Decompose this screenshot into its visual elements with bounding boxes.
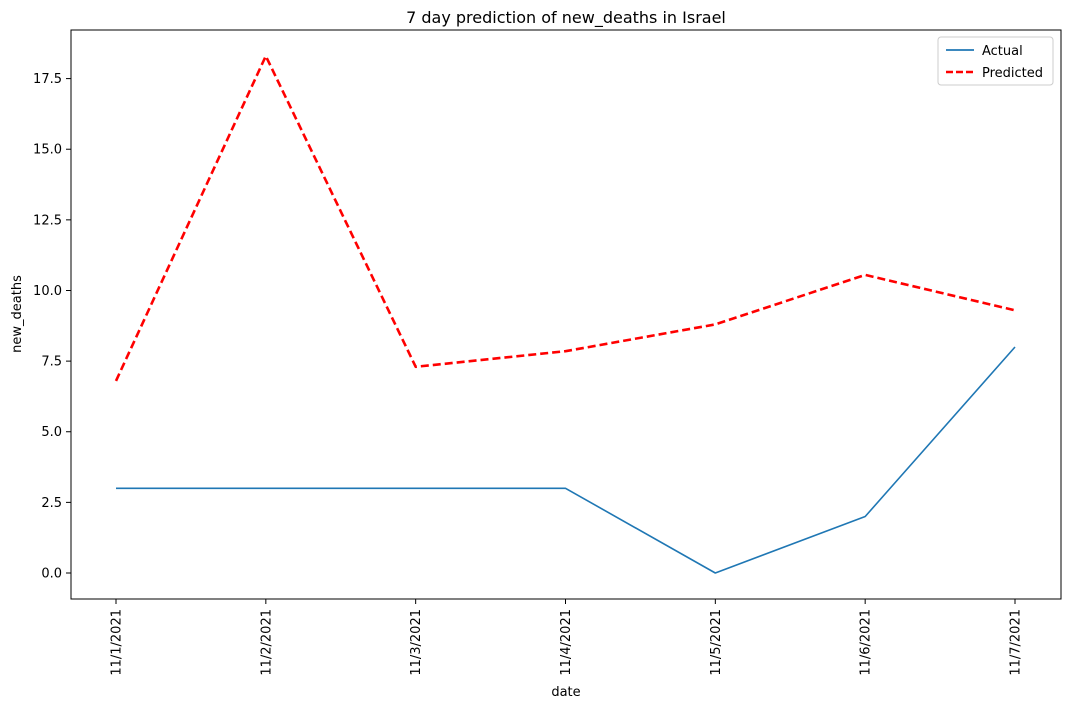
y-tick-label: 5.0 — [41, 425, 62, 440]
legend-label-predicted: Predicted — [982, 66, 1043, 81]
y-tick-label: 15.0 — [33, 143, 62, 158]
series-line-predicted — [114, 54, 1016, 382]
y-tick-label: 12.5 — [33, 213, 62, 228]
y-axis-ticks: 0.0 2.5 5.0 7.5 10.0 12.5 15.0 17.5 — [33, 72, 71, 582]
x-tick-label: 11/3/2021 — [409, 609, 424, 676]
legend: Actual Predicted — [937, 36, 1054, 86]
series-line-actual — [116, 346, 1016, 574]
y-tick-label: 0.0 — [41, 567, 62, 582]
x-tick-label: 11/2/2021 — [259, 609, 274, 676]
chart-title: 7 day prediction of new_deaths in Israel — [406, 8, 726, 28]
x-tick-label: 11/7/2021 — [1009, 609, 1024, 676]
legend-label-actual: Actual — [982, 44, 1023, 59]
y-axis-label: new_deaths — [10, 275, 25, 353]
x-tick-label: 11/4/2021 — [559, 609, 574, 676]
y-tick-label: 17.5 — [33, 72, 62, 87]
x-tick-label: 11/5/2021 — [709, 609, 724, 676]
x-axis-label: date — [551, 685, 580, 700]
x-axis-ticks: 11/1/2021 11/2/2021 11/3/2021 11/4/2021 11/5… — [110, 599, 1024, 676]
series-lines — [114, 54, 1016, 574]
x-tick-label: 11/1/2021 — [110, 609, 125, 676]
y-tick-label: 2.5 — [41, 496, 62, 511]
plot-frame — [70, 29, 1062, 600]
y-tick-label: 7.5 — [41, 355, 62, 370]
x-tick-label: 11/6/2021 — [859, 609, 874, 676]
y-tick-label: 10.0 — [33, 284, 62, 299]
